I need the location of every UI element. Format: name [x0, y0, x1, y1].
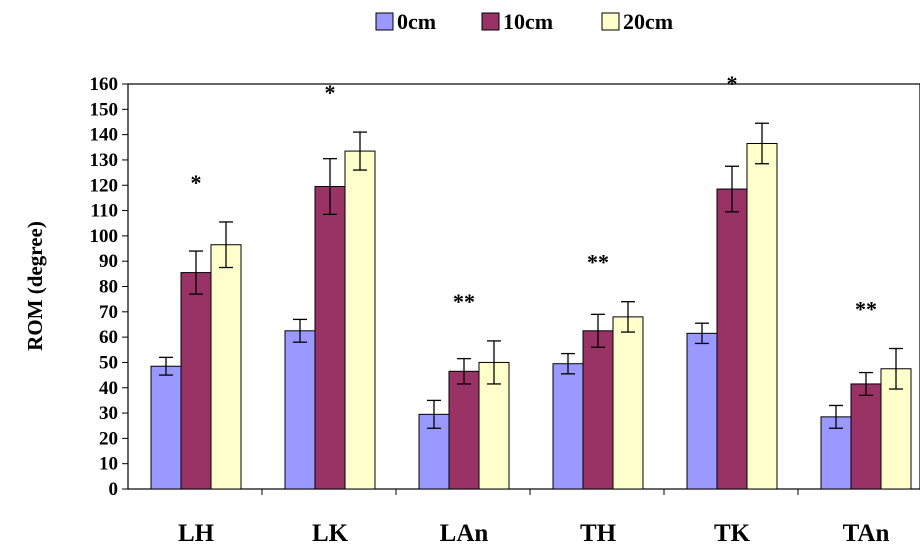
- significance-mark: **: [453, 289, 475, 314]
- x-category-label: TK: [714, 520, 751, 546]
- x-category-label: LK: [312, 520, 349, 546]
- bar-10cm: [850, 383, 882, 490]
- bar-20cm: [344, 150, 376, 490]
- legend-swatch-20cm: [601, 12, 620, 31]
- x-category-label: LAn: [440, 520, 489, 546]
- plot-area: 0 10 20 30 40 50 60 70 80 90 100 110 120 130 140 150 160…: [90, 71, 920, 546]
- significance-mark: *: [727, 71, 738, 96]
- plot-frame: [127, 83, 920, 490]
- bar-20cm: [612, 316, 644, 490]
- legend-label: 10cm: [503, 9, 553, 34]
- x-category-label: TAn: [843, 520, 890, 546]
- y-tick-label: 80: [99, 277, 118, 298]
- y-tick-label: 130: [90, 150, 119, 171]
- significance-mark: *: [191, 170, 202, 195]
- significance-mark: *: [325, 80, 336, 105]
- y-tick-label: 150: [90, 99, 119, 120]
- y-tick-label: 140: [90, 125, 119, 146]
- y-tick-label: 40: [99, 378, 118, 399]
- y-tick-label: 90: [99, 251, 118, 272]
- bar-0cm: [552, 363, 584, 490]
- y-tick-label: 70: [99, 302, 118, 323]
- legend-swatch-10cm: [481, 12, 500, 31]
- bar-20cm: [210, 244, 242, 490]
- legend-label: 0cm: [397, 9, 436, 34]
- y-axis-label: ROM (degree): [23, 221, 47, 351]
- bar-10cm: [180, 272, 212, 490]
- bar-10cm: [314, 186, 346, 490]
- y-tick-label: 10: [99, 454, 118, 475]
- y-tick-label: 110: [91, 201, 118, 222]
- significance-mark: **: [855, 297, 877, 322]
- legend: 0cm 10cm 20cm: [375, 9, 673, 34]
- bar-10cm: [582, 330, 614, 490]
- y-tick-label: 160: [90, 74, 119, 95]
- y-tick-label: 120: [90, 175, 119, 196]
- x-category-label: LH: [178, 520, 215, 546]
- y-tick-label: 60: [99, 327, 118, 348]
- y-tick-label: 50: [99, 352, 118, 373]
- y-tick-label: 30: [99, 403, 118, 424]
- y-tick-label: 100: [90, 226, 119, 247]
- bar-10cm: [716, 188, 748, 490]
- bar-20cm: [746, 142, 778, 490]
- bar-0cm: [284, 330, 316, 490]
- y-tick-label: 20: [99, 428, 118, 449]
- bar-10cm: [448, 370, 480, 490]
- bar-0cm: [150, 365, 182, 490]
- legend-label: 20cm: [623, 9, 673, 34]
- significance-mark: **: [587, 250, 609, 275]
- legend-swatch-0cm: [375, 12, 394, 31]
- y-tick-label: 0: [109, 479, 119, 500]
- bar-0cm: [686, 332, 718, 490]
- x-category-label: TH: [580, 520, 617, 546]
